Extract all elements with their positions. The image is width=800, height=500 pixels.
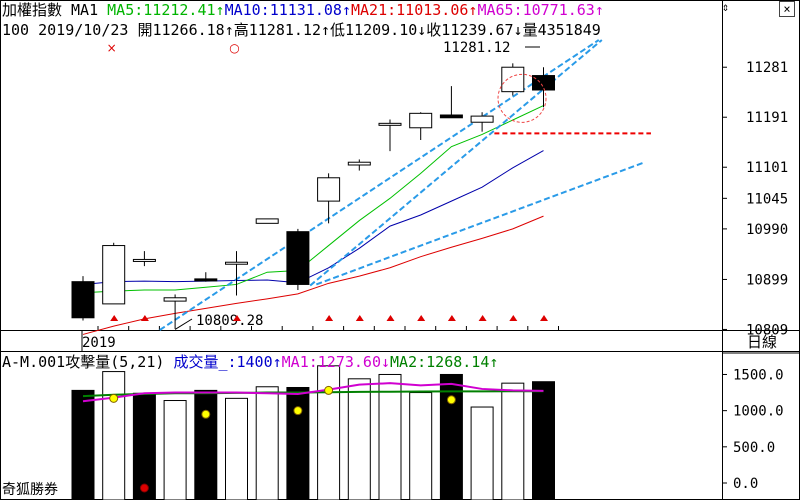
volume-axis-label: 1500.0 — [733, 367, 784, 383]
volume-bar[interactable] — [286, 386, 310, 500]
price-axis-label: 10899 — [746, 272, 788, 288]
yellow-signal-dot — [201, 409, 211, 419]
volume-bar[interactable] — [255, 386, 279, 500]
volume-bar[interactable] — [532, 381, 555, 500]
footer-brand-label: 奇狐勝券 — [2, 482, 58, 498]
candle-up[interactable] — [501, 66, 525, 93]
volume-axis-label: 1000.0 — [733, 404, 784, 420]
candle-up[interactable] — [347, 161, 371, 166]
price-axis-label: 11281 — [746, 60, 788, 76]
volume-axis-label: 500.0 — [733, 440, 775, 456]
candle-up[interactable] — [163, 297, 187, 302]
signal-triangle-icon — [386, 315, 395, 321]
volume-value: 成交量_:1400↑ — [173, 353, 282, 371]
volume-ma2: MA2:1268.14↑ — [390, 353, 499, 371]
volume-bar[interactable] — [378, 373, 402, 500]
volume-bar[interactable] — [409, 392, 433, 500]
legend-title: 加權指數 MA1 — [2, 1, 108, 19]
red-signal-dot — [139, 483, 149, 493]
legend-ma5: MA5:11212.41↑ — [107, 1, 225, 19]
price-legend: 加權指數 MA1 MA5:11212.41↑MA10:11131.08↑MA21… — [2, 0, 604, 20]
volume-bar[interactable] — [194, 389, 218, 500]
volume-bar[interactable] — [163, 400, 187, 500]
yellow-signal-dot — [293, 406, 303, 416]
ma21-line — [82, 215, 544, 335]
high-price-label: 11281.12 — [443, 40, 510, 56]
candle-up[interactable] — [409, 112, 433, 129]
candle-up[interactable] — [378, 122, 402, 126]
low-label-leader — [174, 318, 193, 330]
close-button[interactable]: × — [779, 1, 795, 17]
ohlc-text: 100 2019/10/23 開11266.18↑高11281.12↑低1120… — [2, 21, 601, 39]
candle-up[interactable] — [470, 115, 494, 123]
price-axis-label: 11045 — [746, 191, 788, 207]
legend-ma10: MA10:11131.08↑ — [224, 1, 351, 19]
trend-line-2 — [315, 161, 646, 286]
legend-ma21: MA21:11013.06↑ — [351, 1, 478, 19]
candle-down[interactable] — [532, 75, 555, 91]
candle-down[interactable] — [286, 231, 310, 285]
price-axis-label: 11191 — [746, 110, 788, 126]
signal-triangle-icon — [417, 315, 426, 321]
signal-triangle-icon — [447, 315, 456, 321]
period-daily-button[interactable]: 日線 — [746, 333, 777, 351]
volume-bar[interactable] — [225, 397, 248, 500]
signal-triangle-icon — [509, 315, 518, 321]
volume-ma1: MA1:1273.60↓ — [281, 353, 391, 371]
candle-up[interactable] — [225, 261, 248, 265]
trend-line-3 — [159, 39, 600, 331]
volume-legend: A-M.001攻擊量(5,21) 成交量_:1400↑MA1:1273.60↓M… — [2, 352, 498, 372]
volume-bar[interactable] — [71, 389, 95, 500]
legend-ma65: MA65:10771.63↑ — [477, 1, 604, 19]
candle-down[interactable] — [439, 114, 463, 119]
sell-mark-icon: × — [107, 41, 117, 55]
candle-up[interactable] — [255, 218, 279, 224]
ma5-line — [82, 105, 544, 294]
candle-up[interactable] — [317, 177, 341, 202]
signal-triangle-icon — [478, 315, 487, 321]
highlight-circle — [497, 73, 547, 123]
signal-triangle-icon — [233, 315, 241, 321]
signal-triangle-icon — [540, 315, 548, 321]
signal-triangle-icon — [325, 315, 334, 321]
buy-circle-icon: ○ — [229, 41, 239, 55]
candle-down[interactable] — [71, 281, 95, 319]
volume-bar[interactable] — [501, 382, 525, 500]
candle-down[interactable] — [194, 278, 218, 282]
yellow-signal-dot — [446, 395, 456, 405]
volume-bar[interactable] — [470, 406, 494, 500]
yellow-signal-dot — [324, 385, 334, 395]
price-axis-label: 10990 — [746, 222, 788, 238]
low-price-label: 10809.28 — [196, 313, 263, 329]
volume-ma1-line — [82, 382, 544, 403]
candle-up[interactable] — [132, 258, 156, 262]
signal-triangle-icon — [140, 315, 149, 321]
x-axis-year-label: 2019 — [82, 335, 116, 351]
volume-bar[interactable] — [102, 371, 126, 500]
ma10-line — [82, 150, 544, 285]
yellow-signal-dot — [109, 393, 119, 403]
signal-triangle-icon — [355, 315, 364, 321]
volume-axis-label: 0.0 — [733, 476, 758, 492]
signal-triangle-icon — [110, 315, 119, 321]
volume-bar[interactable] — [317, 365, 341, 500]
volume-indicator-name: A-M.001攻擊量(5,21) — [2, 353, 174, 371]
volume-bar[interactable] — [347, 378, 371, 500]
price-axis-label: 11101 — [746, 160, 788, 176]
candle-up[interactable] — [102, 245, 126, 305]
price-axis-label: 10809 — [746, 322, 788, 338]
scroll-arrows-icon[interactable]: ⇕ — [722, 0, 730, 14]
ohlc-readout: 100 2019/10/23 開11266.18↑高11281.12↑低1120… — [2, 20, 601, 40]
volume-bar[interactable] — [439, 373, 463, 500]
